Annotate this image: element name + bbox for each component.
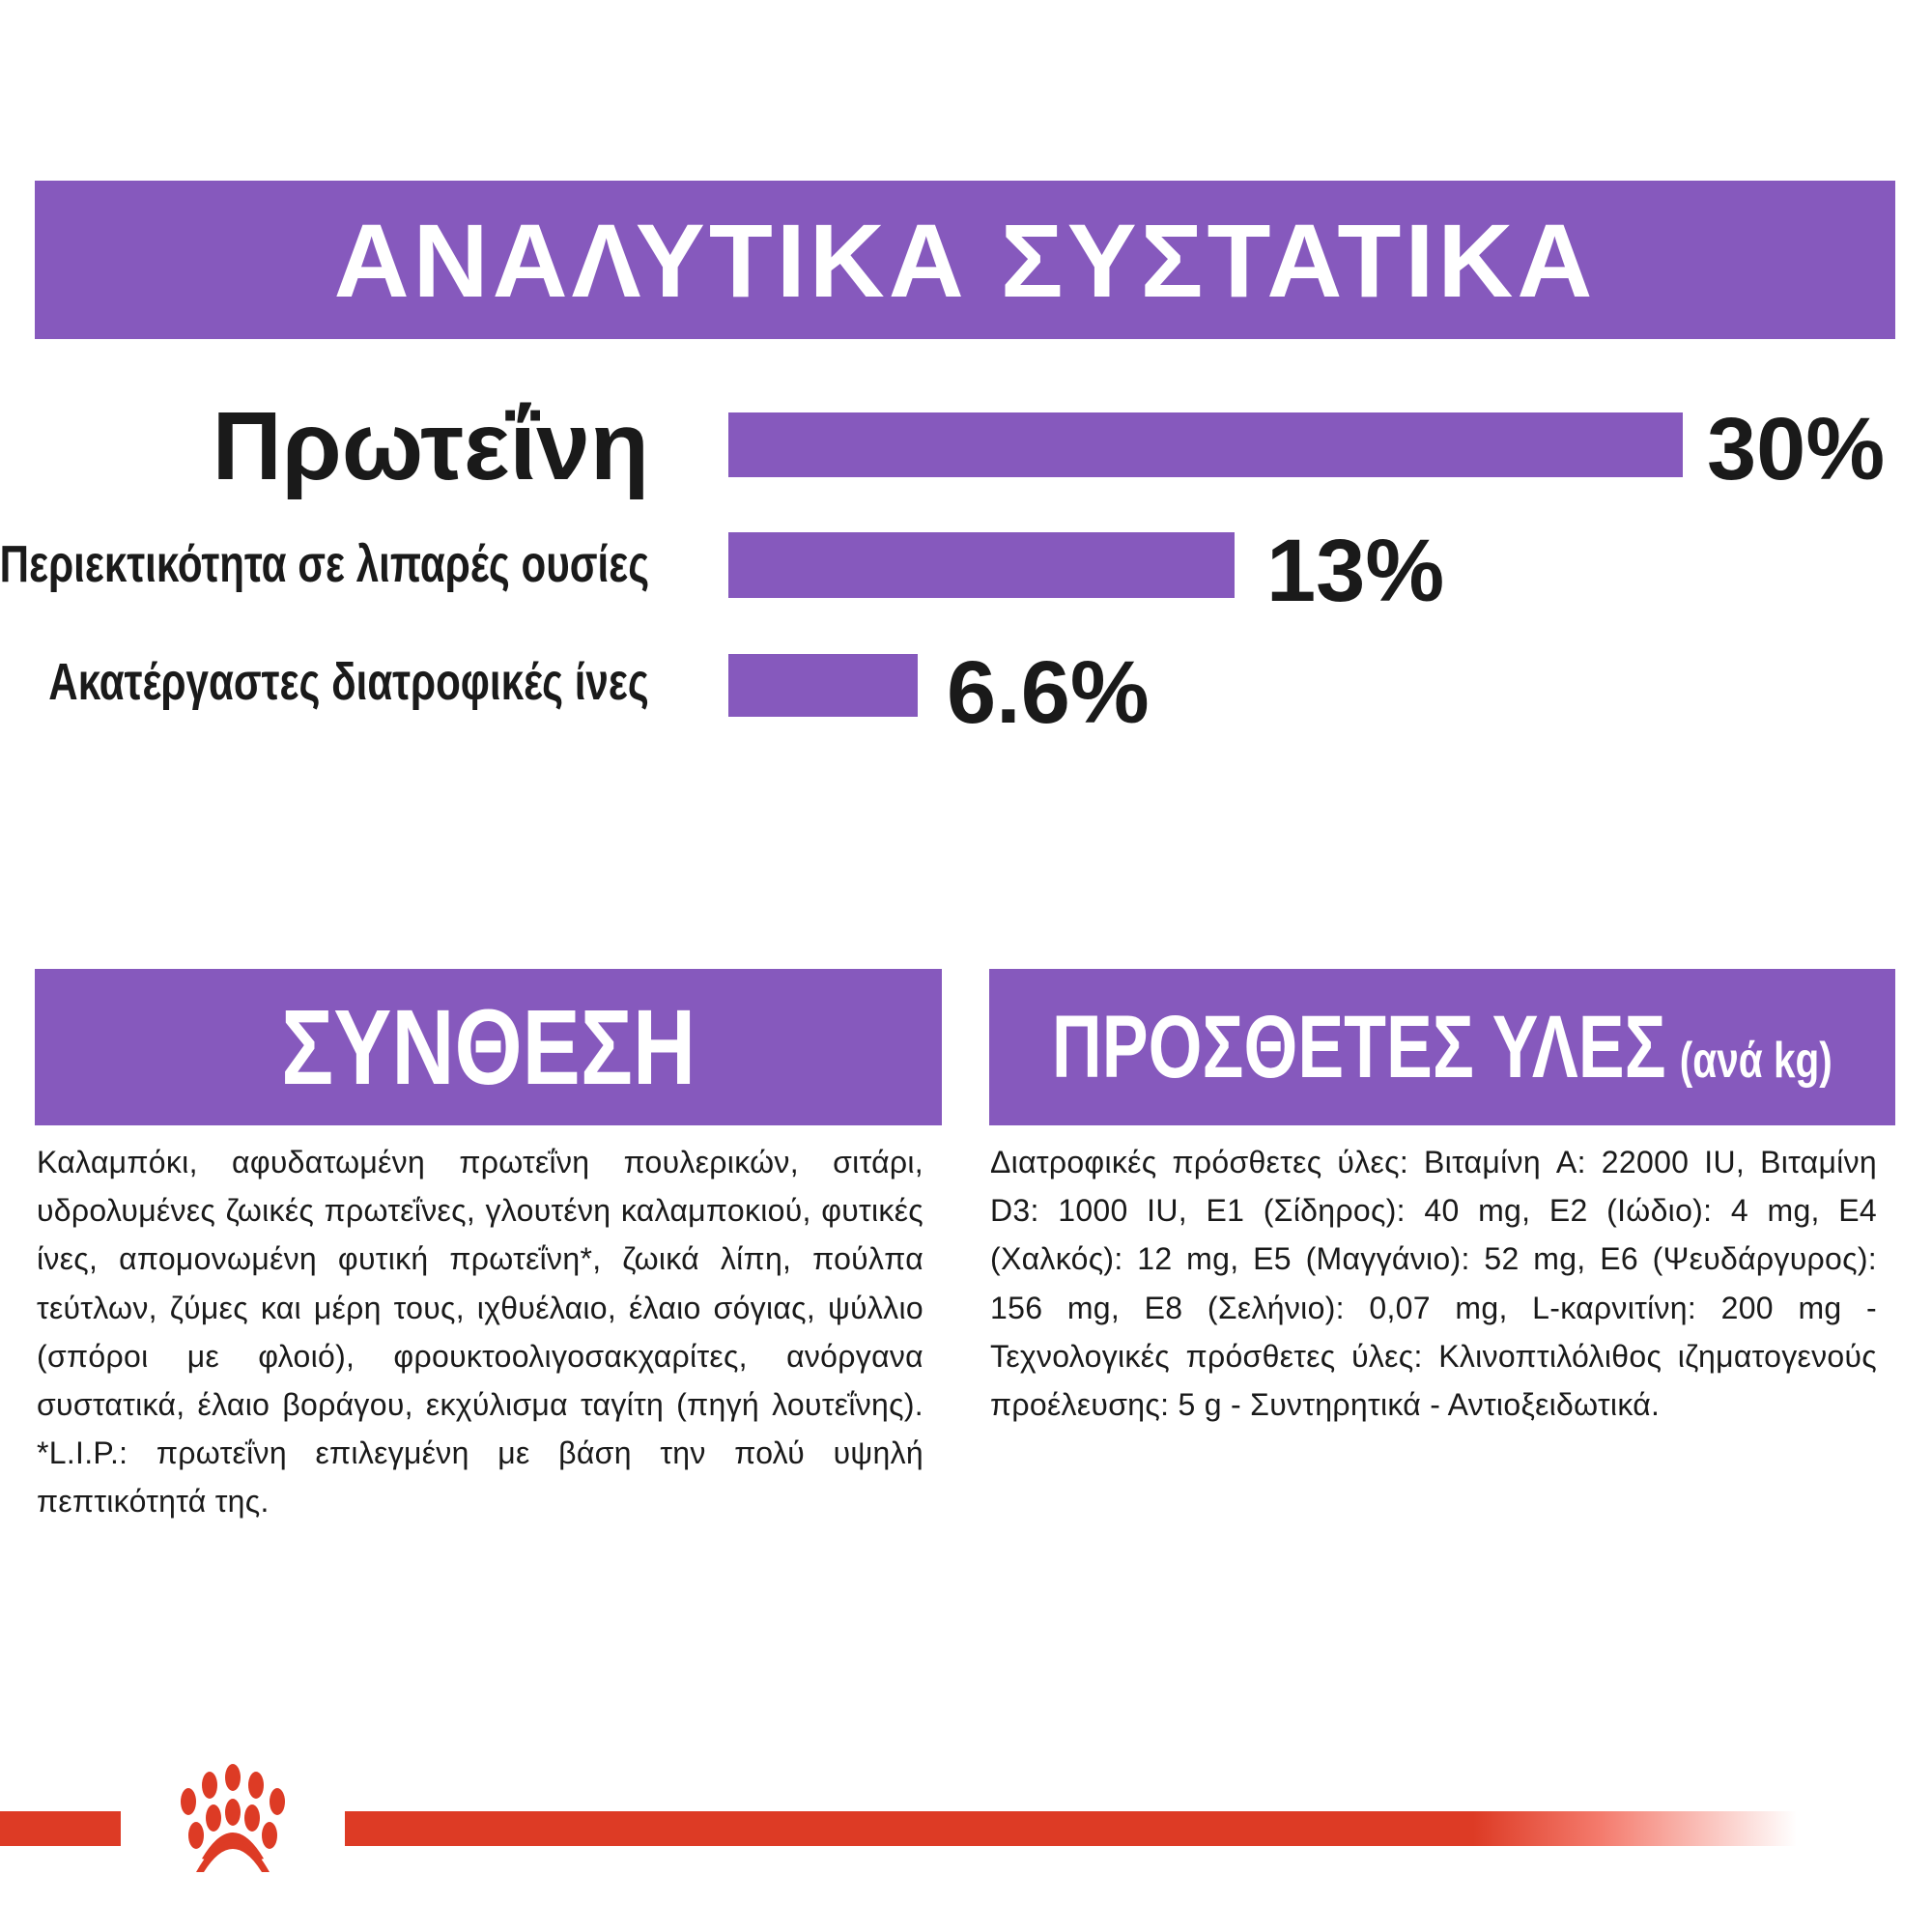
fat-bar [728, 532, 1235, 598]
additives-subtitle: (ανά kg) [1679, 1032, 1833, 1089]
royal-canin-crown-icon [121, 1758, 345, 1884]
additives-text: Διατροφικές πρόσθετες ύλες: Βιταμίνη A: … [990, 1145, 1877, 1423]
composition-text: Καλαμπόκι, αφυδατωμένη πρωτεΐνη πουλερικ… [37, 1145, 923, 1520]
analytical-title: ΑΝΑΛΥΤΙΚΑ ΣΥΣΤΑΤΙΚΑ [333, 201, 1597, 319]
fat-label: Περιεκτικότητα σε λιπαρές ουσίες [0, 535, 649, 593]
fiber-label: Ακατέργαστες διατροφικές ίνες [48, 653, 649, 711]
fiber-bar [728, 654, 918, 717]
fiber-value: 6.6% [947, 643, 1150, 742]
composition-header: ΣΥΝΘΕΣΗ [35, 969, 942, 1125]
fiber-row: Ακατέργαστες διατροφικές ίνες 6.6% [0, 643, 1932, 742]
composition-title: ΣΥΝΘΕΣΗ [280, 987, 696, 1107]
protein-label: Πρωτεΐνη [212, 392, 649, 500]
fat-value: 13% [1266, 522, 1445, 620]
additives-title: ΠΡΟΣΘΕΤΕΣ ΥΛΕΣ [1052, 997, 1666, 1096]
protein-row: Πρωτεΐνη 30% [0, 392, 1932, 500]
protein-value: 30% [1707, 400, 1886, 498]
analytical-constituents-header: ΑΝΑΛΥΤΙΚΑ ΣΥΣΤΑΤΙΚΑ [35, 181, 1895, 339]
additives-header: ΠΡΟΣΘΕΤΕΣ ΥΛΕΣ (ανά kg) [989, 969, 1895, 1125]
protein-bar [728, 412, 1683, 477]
fat-row: Περιεκτικότητα σε λιπαρές ουσίες 13% [0, 522, 1932, 620]
